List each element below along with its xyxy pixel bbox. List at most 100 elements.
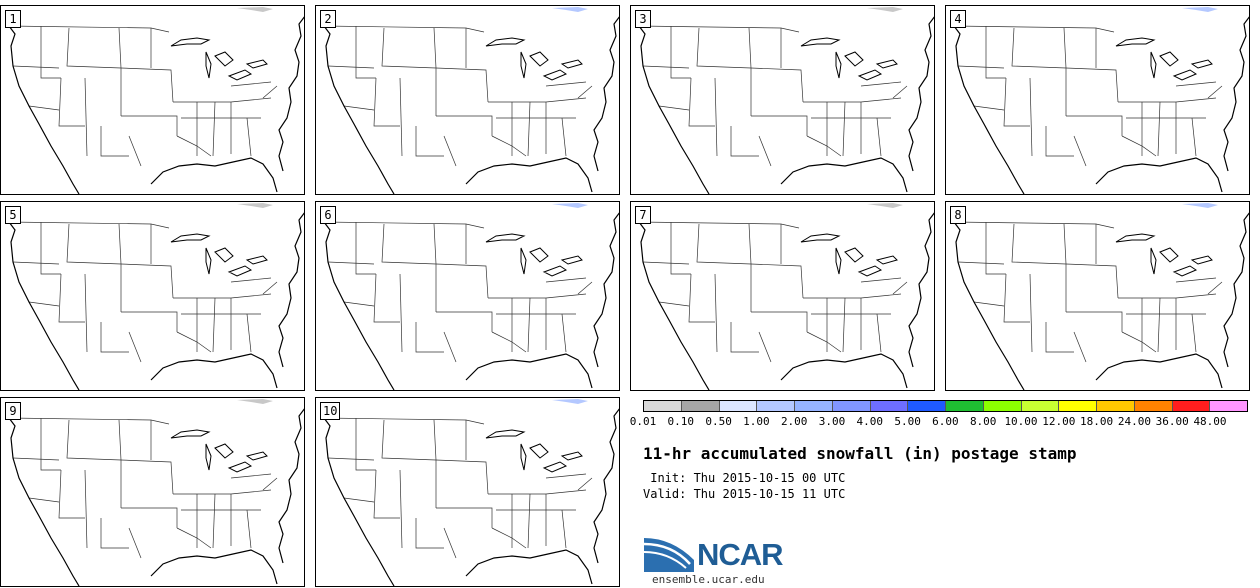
member-label: 9	[5, 402, 21, 420]
map-panel: 1	[0, 5, 305, 195]
colorbar-label: 36.00	[1155, 415, 1189, 428]
snowfall-shading	[867, 203, 903, 208]
state-border	[1118, 97, 1217, 103]
state-border	[40, 418, 61, 471]
state-border	[545, 277, 587, 283]
state-border	[638, 25, 800, 33]
coastline	[8, 212, 304, 390]
member-label: 7	[635, 206, 651, 224]
coastline	[323, 408, 619, 586]
state-border	[120, 67, 174, 103]
state-border	[128, 135, 142, 167]
colorbar-label: 8.00	[969, 415, 997, 428]
state-border	[176, 135, 212, 157]
state-border	[758, 135, 772, 167]
state-border	[491, 527, 527, 549]
state-border	[1157, 101, 1161, 157]
state-border	[658, 301, 690, 307]
member-label: 8	[950, 206, 966, 224]
colorbar-label: 6.00	[932, 415, 959, 428]
colorbar-swatch	[1059, 401, 1097, 411]
colorbar-label: 18.00	[1080, 415, 1114, 428]
state-border	[1121, 135, 1157, 157]
plot-title: 11-hr accumulated snowfall (in) postage …	[643, 444, 1077, 463]
state-border	[876, 117, 882, 157]
state-border	[246, 117, 252, 157]
colorbar-label: 0.50	[705, 415, 732, 428]
state-border	[1121, 331, 1157, 353]
state-border	[8, 417, 170, 425]
member-label: 1	[5, 10, 21, 28]
state-border	[842, 297, 846, 353]
state-border	[100, 126, 129, 157]
state-border	[491, 135, 527, 157]
state-border	[58, 469, 85, 519]
state-border	[212, 297, 216, 353]
state-border	[1029, 273, 1033, 353]
coastline	[323, 212, 619, 390]
state-border	[381, 419, 437, 461]
state-border	[100, 518, 129, 549]
state-border	[28, 105, 60, 111]
state-border	[577, 281, 593, 295]
state-border	[860, 81, 902, 87]
state-border	[327, 65, 375, 69]
colorbar-swatch	[908, 401, 946, 411]
valid-time: Valid: Thu 2015-10-15 11 UTC	[643, 487, 846, 501]
colorbar-label: 0.10	[667, 415, 695, 428]
state-border	[842, 101, 846, 157]
state-border	[436, 311, 493, 332]
colorbar-label: 0.01	[629, 415, 657, 428]
snowfall-shading	[237, 203, 273, 208]
member-label: 4	[950, 10, 966, 28]
map-panel: 6	[315, 201, 620, 391]
state-border	[696, 223, 752, 265]
state-border	[435, 67, 489, 103]
state-border	[323, 25, 485, 33]
state-border	[642, 261, 690, 265]
state-border	[973, 105, 1005, 111]
snowfall-shading	[867, 7, 903, 12]
state-border	[1045, 126, 1074, 157]
state-border	[323, 417, 485, 425]
state-border	[12, 261, 60, 265]
colorbar-swatch	[1097, 401, 1135, 411]
state-border	[84, 273, 88, 353]
state-border	[527, 493, 531, 549]
state-border	[40, 26, 61, 79]
colorbar-label: 12.00	[1042, 415, 1076, 428]
state-border	[128, 527, 142, 559]
state-border	[84, 469, 88, 549]
map-panel: 2	[315, 5, 620, 195]
map-panel: 8	[945, 201, 1250, 391]
state-border	[1011, 27, 1067, 69]
map-panel: 9	[0, 397, 305, 587]
state-border	[957, 65, 1005, 69]
state-border	[121, 311, 178, 332]
map-panel: 5	[0, 201, 305, 391]
state-border	[1157, 297, 1161, 353]
great-lakes	[1115, 233, 1213, 277]
state-border	[488, 293, 587, 299]
snowfall-shading	[237, 399, 273, 404]
state-border	[415, 518, 444, 549]
state-border	[8, 25, 170, 33]
state-border	[730, 322, 759, 353]
state-border	[435, 263, 489, 299]
state-border	[58, 77, 85, 127]
state-border	[120, 263, 174, 299]
member-label: 2	[320, 10, 336, 28]
state-border	[670, 222, 691, 275]
state-border	[327, 261, 375, 265]
colorbar-swatch	[644, 401, 682, 411]
state-border	[433, 419, 437, 508]
coastline	[638, 212, 934, 390]
state-border	[443, 135, 457, 167]
great-lakes	[485, 37, 583, 81]
colorbar-swatch	[946, 401, 984, 411]
state-border	[8, 221, 170, 229]
state-border	[1066, 115, 1123, 136]
state-border	[1066, 311, 1123, 332]
state-border	[670, 26, 691, 79]
state-border	[730, 126, 759, 157]
